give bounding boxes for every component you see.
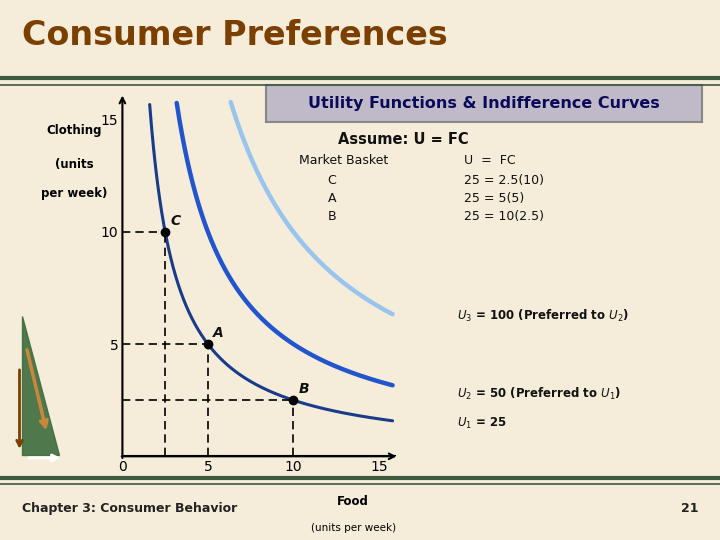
Text: 25 = 2.5(10): 25 = 2.5(10): [464, 174, 544, 187]
Text: Food: Food: [337, 495, 369, 508]
Text: Consumer Preferences: Consumer Preferences: [22, 19, 447, 52]
Text: per week): per week): [41, 187, 108, 200]
Text: $\it{U}$$_1$ = 25: $\it{U}$$_1$ = 25: [457, 416, 507, 431]
Text: Clothing: Clothing: [47, 124, 102, 137]
Text: B: B: [328, 210, 336, 222]
Polygon shape: [22, 316, 58, 455]
Text: Assume: U = FC: Assume: U = FC: [338, 132, 469, 147]
Text: $\it{U}$$_2$ = 50 (Preferred to $\it{U}$$_1$): $\it{U}$$_2$ = 50 (Preferred to $\it{U}$…: [457, 386, 621, 402]
Text: (units: (units: [55, 158, 94, 171]
Text: $\it{U}$$_3$ = 100 (Preferred to $\it{U}$$_2$): $\it{U}$$_3$ = 100 (Preferred to $\it{U}…: [457, 308, 629, 324]
Text: 25 = 5(5): 25 = 5(5): [464, 192, 525, 205]
Text: C: C: [171, 214, 181, 228]
Text: (units per week): (units per week): [311, 523, 396, 533]
Text: 25 = 10(2.5): 25 = 10(2.5): [464, 210, 544, 222]
Text: C: C: [328, 174, 336, 187]
Text: A: A: [328, 192, 336, 205]
Text: 21: 21: [681, 502, 698, 515]
Text: U  =  FC: U = FC: [464, 154, 516, 167]
Text: Market Basket: Market Basket: [299, 154, 388, 167]
Text: Chapter 3: Consumer Behavior: Chapter 3: Consumer Behavior: [22, 502, 237, 515]
Text: Utility Functions & Indifference Curves: Utility Functions & Indifference Curves: [308, 96, 660, 111]
Text: A: A: [213, 326, 224, 340]
Text: B: B: [299, 382, 309, 396]
